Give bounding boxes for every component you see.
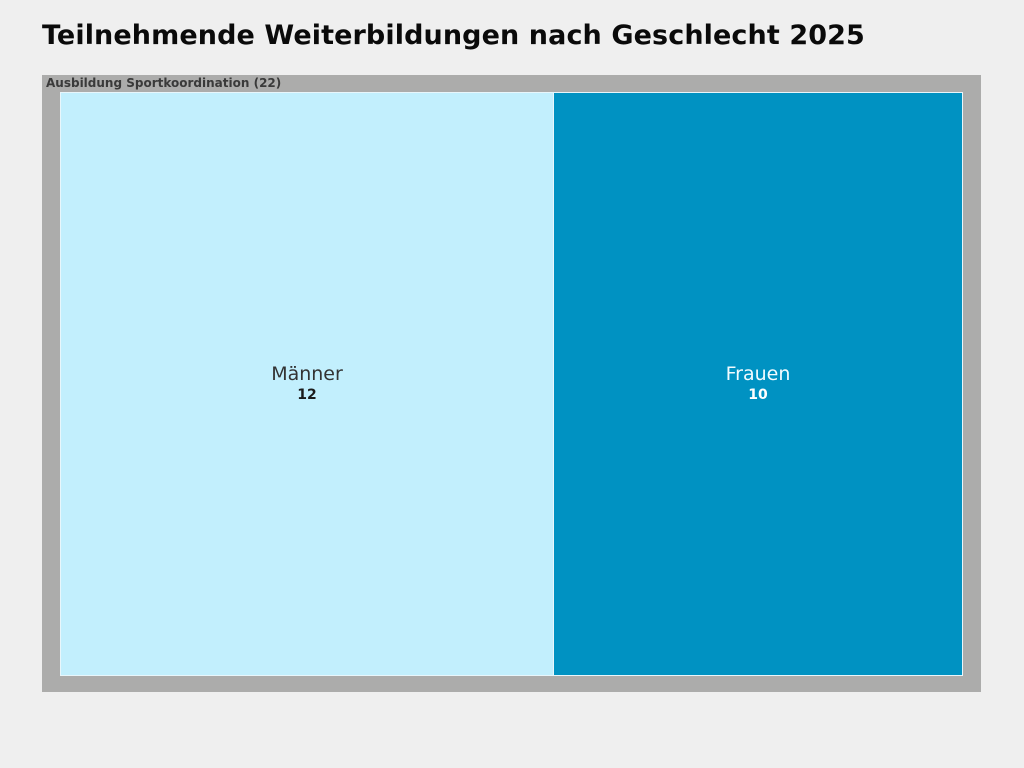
tile-frauen[interactable]: Frauen 10 <box>553 92 963 676</box>
group-label: Ausbildung Sportkoordination (22) <box>46 76 282 90</box>
tile-value: 10 <box>748 387 768 403</box>
tile-maenner[interactable]: Männer 12 <box>60 92 554 676</box>
treemap-group-sportkoordination[interactable]: Ausbildung Sportkoordination (22) Männer… <box>42 75 981 692</box>
tile-label: Frauen <box>725 363 791 385</box>
tile-value: 12 <box>297 387 317 403</box>
chart-title: Teilnehmende Weiterbildungen nach Geschl… <box>42 20 865 51</box>
tile-label: Männer <box>271 363 343 385</box>
